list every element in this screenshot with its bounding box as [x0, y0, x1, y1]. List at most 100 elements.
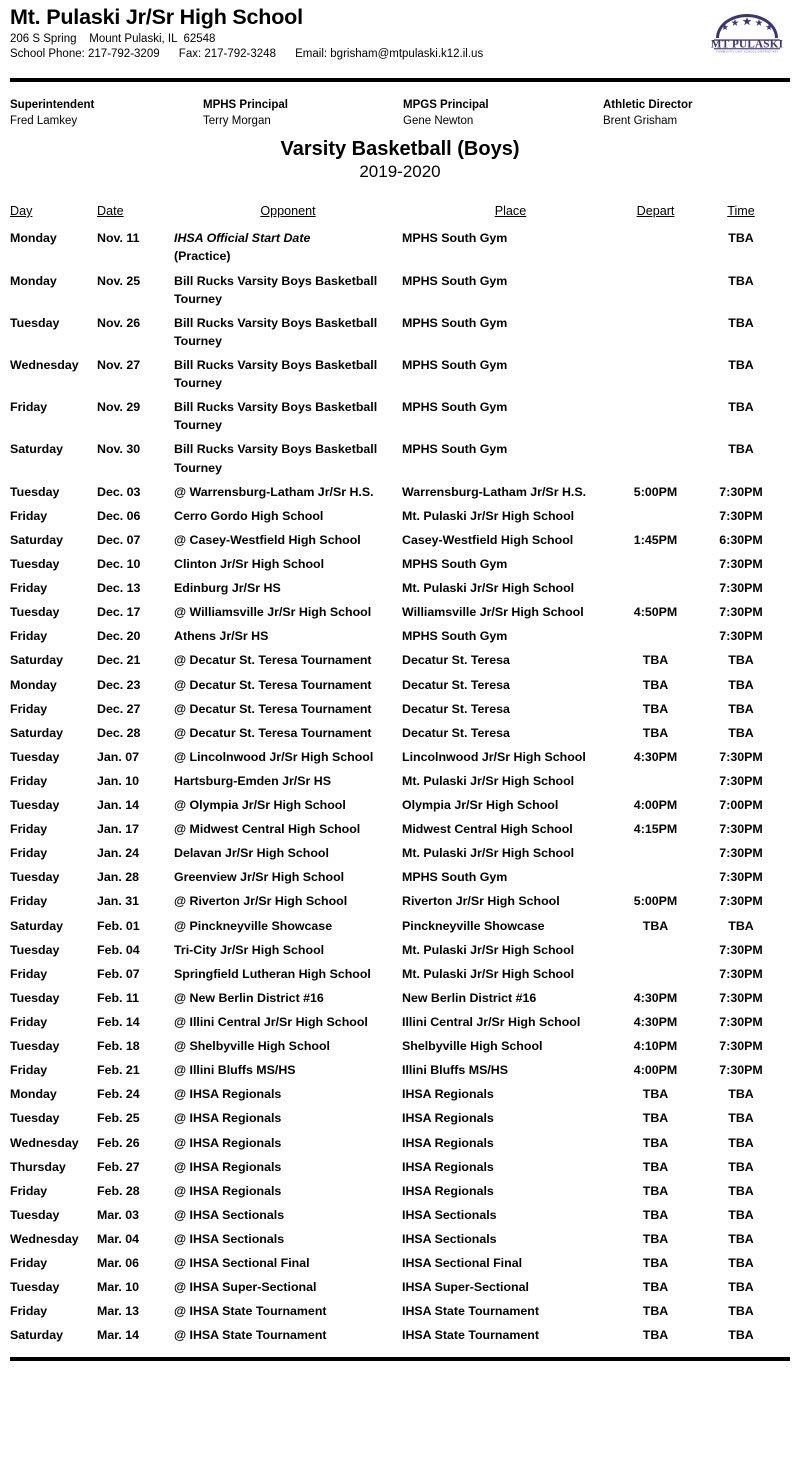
cell-time: TBA: [728, 653, 754, 668]
staff-role-label: MPHS Principal: [203, 99, 288, 111]
cell-date: Jan. 14: [97, 798, 140, 813]
table-row: Tuesday Jan. 14 @ Olympia Jr/Sr High Schoo…: [10, 796, 790, 820]
cell-day: Saturday: [10, 918, 64, 933]
cell-place: Lincolnwood Jr/Sr High School: [402, 749, 586, 764]
cell-time: TBA: [728, 273, 754, 288]
cell-day: Tuesday: [10, 990, 60, 1005]
cell-date: Mar. 10: [97, 1280, 140, 1295]
cell-time: 7:30PM: [719, 1039, 763, 1054]
cell-day: Tuesday: [10, 1207, 60, 1222]
cell-date: Feb. 18: [97, 1039, 140, 1054]
cell-depart: 1:45PM: [633, 532, 678, 547]
cell-opponent: @ IHSA Regionals: [174, 1087, 282, 1102]
cell-time: TBA: [728, 1159, 754, 1174]
cell-place: MPHS South Gym: [402, 629, 508, 644]
cell-place: Mt. Pulaski Jr/Sr High School: [402, 508, 575, 523]
schedule-table-body: Monday Nov. 11 IHSA Official Start Date (Pr…: [10, 229, 790, 1350]
cell-day: Friday: [10, 1183, 48, 1198]
cell-day: Monday: [10, 273, 57, 288]
cell-place: Mt. Pulaski Jr/Sr High School: [402, 846, 575, 861]
table-row: Tuesday Jan. 28 Greenview Jr/Sr High Schoo…: [10, 868, 790, 892]
cell-day: Wednesday: [10, 1135, 79, 1150]
cell-opponent: Bill Rucks Varsity Boys Basketball Tourn…: [174, 400, 378, 433]
cell-depart: [619, 272, 692, 314]
cell-place: Illini Central Jr/Sr High School: [402, 1015, 581, 1030]
table-row: Thursday Feb. 27 @ IHSA Regionals IHSA Regi…: [10, 1158, 790, 1182]
cell-place: Shelbyville High School: [402, 1039, 543, 1054]
cell-time: 7:30PM: [719, 966, 763, 981]
cell-place: Pinckneyville Showcase: [402, 918, 545, 933]
table-row: Friday Feb. 07 Springfield Lutheran High S…: [10, 965, 790, 989]
cell-date: Jan. 10: [97, 773, 140, 788]
cell-depart: [619, 314, 692, 356]
cell-place: Warrensburg-Latham Jr/Sr H.S.: [402, 484, 587, 499]
cell-opponent: @ Riverton Jr/Sr High School: [174, 894, 348, 909]
cell-date: Nov. 26: [97, 315, 141, 330]
cell-date: Feb. 11: [97, 990, 140, 1005]
cell-time: TBA: [728, 725, 754, 740]
cell-depart: [619, 555, 692, 579]
cell-place: Olympia Jr/Sr High School: [402, 798, 559, 813]
table-row: Friday Nov. 29 Bill Rucks Varsity Boys Bas…: [10, 398, 790, 440]
cell-date: Jan. 28: [97, 870, 140, 885]
cell-depart: [619, 398, 692, 440]
cell-depart: TBA: [642, 653, 669, 668]
staff-athletic-director: Athletic Director Brent Grisham: [603, 98, 692, 129]
table-header-row: Day Date Opponent Place Depart Time: [10, 202, 790, 229]
cell-opponent: @ Pinckneyville Showcase: [174, 918, 333, 933]
cell-opponent: @ IHSA State Tournament: [174, 1328, 327, 1343]
cell-opponent: @ IHSA Super-Sectional: [174, 1280, 317, 1295]
cell-date: Nov. 25: [97, 273, 141, 288]
cell-place: MPHS South Gym: [402, 357, 508, 372]
table-row: Tuesday Feb. 18 @ Shelbyville High School S…: [10, 1037, 790, 1061]
cell-depart: 4:30PM: [633, 749, 678, 764]
table-row: Friday Feb. 21 @ Illini Bluffs MS/HS Illini…: [10, 1061, 790, 1085]
cell-opponent: @ Olympia Jr/Sr High School: [174, 798, 346, 813]
column-header-time: Time: [727, 203, 755, 218]
staff-role-label: Athletic Director: [603, 99, 693, 111]
cell-date: Feb. 26: [97, 1135, 140, 1150]
staff-strip: Superintendent Fred Lamkey MPHS Principa…: [10, 98, 790, 138]
cell-opponent: @ IHSA Sectionals: [174, 1232, 285, 1247]
cell-depart: 4:50PM: [633, 605, 678, 620]
table-row: Friday Jan. 31 @ Riverton Jr/Sr High Schoo…: [10, 892, 790, 916]
cell-opponent: @ Decatur St. Teresa Tournament: [174, 701, 372, 716]
staff-person-name: Terry Morgan: [203, 114, 271, 127]
table-row: Tuesday Dec. 17 @ Williamsville Jr/Sr High…: [10, 603, 790, 627]
cell-opponent: @ Warrensburg-Latham Jr/Sr H.S.: [174, 484, 374, 499]
cell-date: Dec. 27: [97, 701, 141, 716]
cell-opponent: Springfield Lutheran High School: [174, 966, 371, 981]
cell-place: MPHS South Gym: [402, 556, 508, 571]
cell-date: Nov. 11: [97, 231, 140, 246]
cell-time: 7:30PM: [719, 556, 763, 571]
cell-time: 7:30PM: [719, 822, 763, 837]
cell-day: Monday: [10, 231, 57, 246]
cell-place: Mt. Pulaski Jr/Sr High School: [402, 581, 575, 596]
column-header-opponent: Opponent: [260, 203, 316, 218]
cell-time: TBA: [728, 1280, 754, 1295]
cell-date: Feb. 01: [97, 918, 140, 933]
staff-person-name: Gene Newton: [403, 114, 474, 127]
staff-role-label: Superintendent: [10, 99, 95, 111]
cell-date: Feb. 25: [97, 1111, 140, 1126]
staff-person-name: Brent Grisham: [603, 114, 678, 127]
cell-opponent: @ IHSA Regionals: [174, 1159, 282, 1174]
cell-day: Friday: [10, 581, 48, 596]
cell-date: Jan. 31: [97, 894, 140, 909]
cell-opponent: @ IHSA Regionals: [174, 1183, 282, 1198]
cell-date: Feb. 07: [97, 966, 140, 981]
cell-day: Tuesday: [10, 605, 60, 620]
cell-place: IHSA State Tournament: [402, 1328, 539, 1343]
cell-place: Mt. Pulaski Jr/Sr High School: [402, 773, 575, 788]
cell-place: IHSA Regionals: [402, 1111, 494, 1126]
cell-day: Friday: [10, 1015, 48, 1030]
cell-opponent: @ Decatur St. Teresa Tournament: [174, 653, 372, 668]
cell-depart: TBA: [642, 918, 669, 933]
column-header-depart: Depart: [636, 203, 675, 218]
cell-opponent: Greenview Jr/Sr High School: [174, 870, 345, 885]
cell-place: MPHS South Gym: [402, 231, 508, 246]
cell-depart: [619, 440, 692, 482]
cell-date: Dec. 20: [97, 629, 141, 644]
mt-pulaski-logo: MT PULASKI COMMUNITY UNIT SCHOOL DISTRIC…: [704, 8, 790, 54]
cell-depart: 4:00PM: [633, 1063, 678, 1078]
